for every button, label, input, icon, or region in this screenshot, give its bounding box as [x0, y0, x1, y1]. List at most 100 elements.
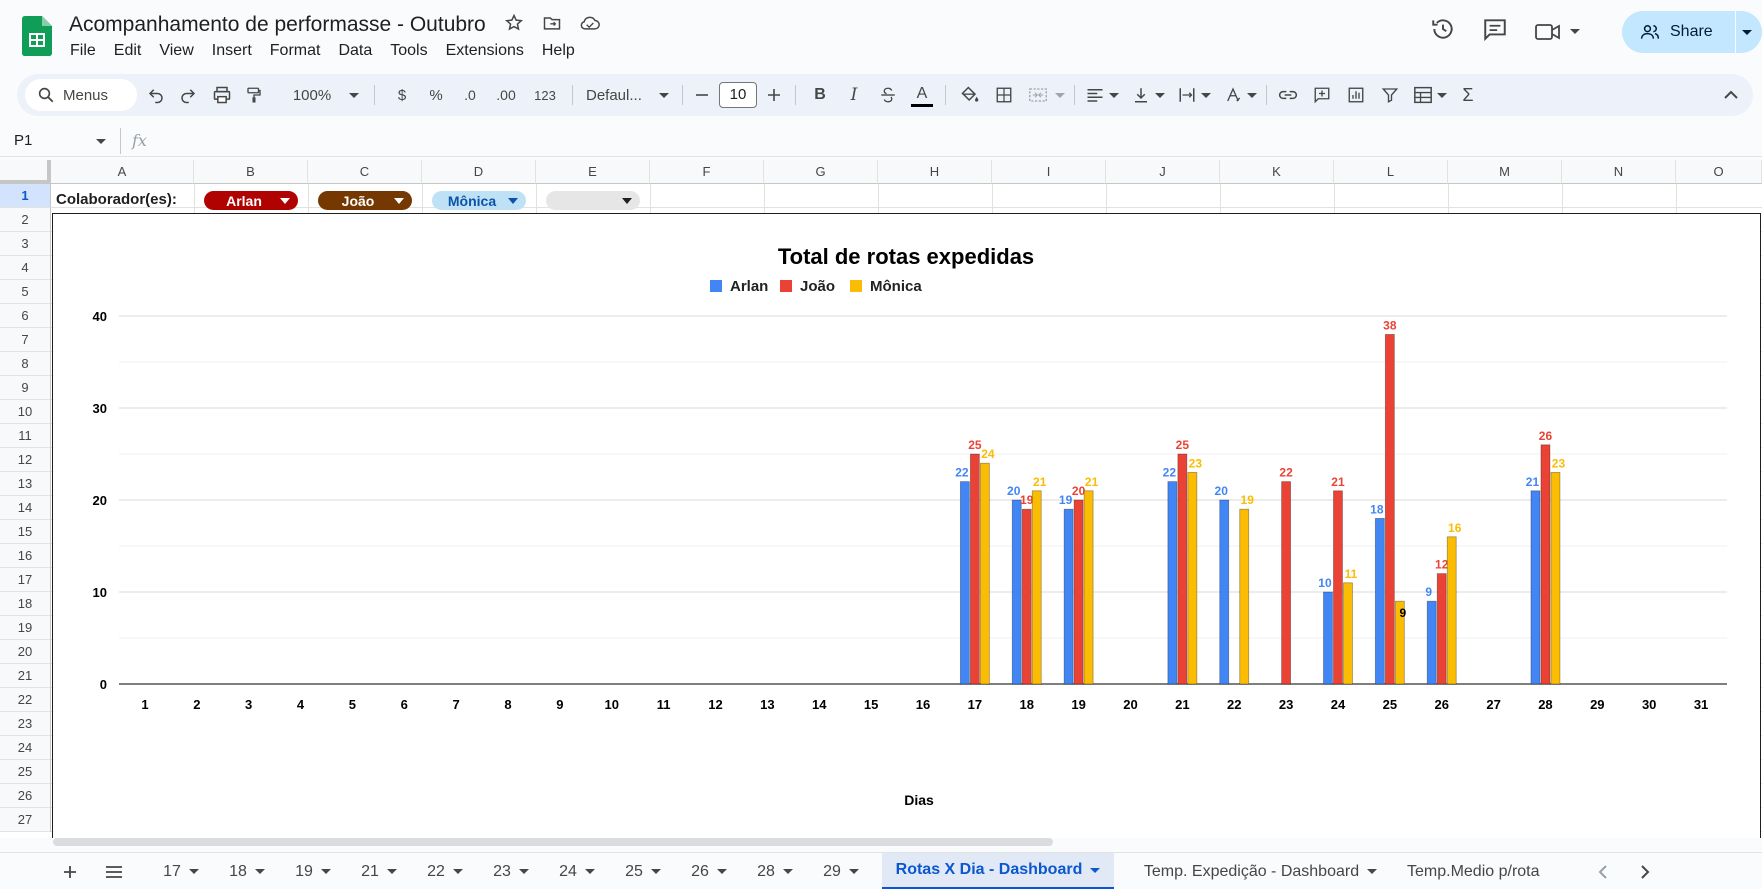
- column-header[interactable]: K: [1220, 160, 1334, 184]
- column-header[interactable]: F: [650, 160, 764, 184]
- sheet-tab[interactable]: 23: [480, 853, 542, 889]
- sheet-tab-menu-icon[interactable]: [1367, 869, 1378, 874]
- row-header[interactable]: 16: [0, 544, 51, 568]
- row-header[interactable]: 7: [0, 328, 51, 352]
- text-wrapping-icon[interactable]: [1173, 74, 1201, 116]
- row-header[interactable]: 10: [0, 400, 51, 424]
- row-header[interactable]: 24: [0, 736, 51, 760]
- menu-insert[interactable]: Insert: [211, 42, 252, 59]
- chip-dropdown-icon[interactable]: [508, 198, 518, 204]
- meet-icon[interactable]: [1534, 20, 1580, 44]
- share-dropdown-icon[interactable]: [1742, 29, 1752, 35]
- sheet-tab[interactable]: 25: [612, 853, 674, 889]
- sheet-tab[interactable]: Temp. Expedição - Dashboard: [1118, 853, 1403, 889]
- insert-comment-icon[interactable]: [1307, 74, 1337, 116]
- sheet-tab-menu-icon[interactable]: [386, 869, 397, 874]
- sheet-tab-menu-icon[interactable]: [1090, 867, 1101, 873]
- align-dropdown-icon[interactable]: [1109, 92, 1119, 98]
- version-history-icon[interactable]: [1430, 16, 1456, 47]
- menu-format[interactable]: Format: [269, 42, 321, 59]
- row-header[interactable]: 21: [0, 664, 51, 688]
- table-view-icon[interactable]: [1409, 74, 1437, 116]
- sheet-tab-menu-icon[interactable]: [584, 869, 595, 874]
- column-header[interactable]: E: [536, 160, 650, 184]
- name-box-dropdown-icon[interactable]: [96, 139, 106, 144]
- insert-chart-icon[interactable]: [1341, 74, 1371, 116]
- sheet-tab[interactable]: 18: [216, 853, 278, 889]
- all-sheets-icon[interactable]: [101, 853, 127, 889]
- column-header[interactable]: D: [422, 160, 536, 184]
- row-header[interactable]: 9: [0, 376, 51, 400]
- column-header[interactable]: O: [1676, 160, 1762, 184]
- bar-chart[interactable]: Total de rotas expedidas Arlan João Mônica…: [53, 214, 1760, 839]
- undo-icon[interactable]: [141, 74, 171, 116]
- column-header[interactable]: M: [1448, 160, 1562, 184]
- collaborator-chip-arlan[interactable]: Arlan: [204, 191, 298, 210]
- sheet-tab[interactable]: 28: [744, 853, 806, 889]
- sheet-tab-menu-icon[interactable]: [848, 869, 859, 874]
- row-header[interactable]: 1: [0, 184, 51, 208]
- row-header[interactable]: 12: [0, 448, 51, 472]
- sheet-tab[interactable]: Temp.Medio p/rota: [1407, 853, 1575, 889]
- sheet-tab[interactable]: Rotas X Dia - Dashboard: [882, 853, 1114, 889]
- horizontal-align-icon[interactable]: [1081, 74, 1109, 116]
- star-icon[interactable]: [503, 12, 525, 34]
- row-header[interactable]: 20: [0, 640, 51, 664]
- currency-format-button[interactable]: $: [397, 86, 407, 104]
- collaborator-chip-empty[interactable]: [546, 191, 640, 210]
- column-header[interactable]: B: [194, 160, 308, 184]
- borders-icon[interactable]: [989, 74, 1019, 116]
- meet-dropdown-icon[interactable]: [1570, 29, 1580, 34]
- bold-button[interactable]: B: [814, 86, 826, 103]
- column-header[interactable]: J: [1106, 160, 1220, 184]
- vertical-align-icon[interactable]: [1127, 74, 1155, 116]
- sheet-tab[interactable]: 17: [150, 853, 212, 889]
- row-header[interactable]: 25: [0, 760, 51, 784]
- row-header[interactable]: 19: [0, 616, 51, 640]
- sheet-tab-menu-icon[interactable]: [320, 869, 331, 874]
- chip-dropdown-icon[interactable]: [280, 198, 290, 204]
- rotation-dropdown-icon[interactable]: [1247, 92, 1257, 98]
- formula-input[interactable]: [0, 156, 1762, 157]
- chip-dropdown-icon[interactable]: [622, 198, 632, 204]
- percent-format-button[interactable]: %: [429, 86, 443, 104]
- merge-cells-icon[interactable]: [1023, 74, 1053, 116]
- table-dropdown-icon[interactable]: [1437, 92, 1447, 98]
- horizontal-scrollbar[interactable]: [53, 838, 1053, 846]
- column-header[interactable]: N: [1562, 160, 1676, 184]
- row-header[interactable]: 23: [0, 712, 51, 736]
- sheet-tab-menu-icon[interactable]: [782, 869, 793, 874]
- search-menus-input[interactable]: Menus: [25, 79, 137, 111]
- menu-edit[interactable]: Edit: [113, 42, 142, 59]
- row-header[interactable]: 11: [0, 424, 51, 448]
- spreadsheet-grid[interactable]: A B C D E F G H I J K L M N O 1 2 3 4 5 6 7 8 9 10 11 12 13 14 15 16 17…: [0, 160, 1762, 838]
- menu-data[interactable]: Data: [338, 42, 373, 59]
- column-header[interactable]: L: [1334, 160, 1448, 184]
- row-header[interactable]: 6: [0, 304, 51, 328]
- increase-font-size-icon[interactable]: [761, 74, 787, 116]
- wrap-dropdown-icon[interactable]: [1201, 92, 1211, 98]
- chart-container[interactable]: Total de rotas expedidas Arlan João Mônica…: [52, 213, 1761, 838]
- column-header[interactable]: A: [51, 160, 194, 184]
- column-header[interactable]: I: [992, 160, 1106, 184]
- increase-decimal-button[interactable]: .00: [496, 87, 516, 103]
- sheet-tab-menu-icon[interactable]: [518, 869, 529, 874]
- scroll-tabs-right-icon[interactable]: [1640, 853, 1654, 889]
- sheet-tab[interactable]: 21: [348, 853, 410, 889]
- print-icon[interactable]: [207, 74, 237, 116]
- sheets-logo-icon[interactable]: [22, 16, 52, 56]
- cloud-saved-icon[interactable]: [579, 12, 601, 34]
- sheet-tab[interactable]: 24: [546, 853, 608, 889]
- row-header[interactable]: 8: [0, 352, 51, 376]
- document-title[interactable]: Acompanhamento de performasse - Outubro: [69, 13, 486, 36]
- collaborator-chip-monica[interactable]: Mônica: [432, 191, 526, 210]
- decrease-font-size-icon[interactable]: [689, 74, 715, 116]
- menu-tools[interactable]: Tools: [390, 42, 428, 59]
- more-formats-button[interactable]: 123: [534, 87, 556, 103]
- text-color-button[interactable]: A: [907, 74, 937, 116]
- valign-dropdown-icon[interactable]: [1155, 92, 1165, 98]
- functions-button[interactable]: Σ: [1462, 84, 1474, 105]
- share-button[interactable]: Share: [1622, 11, 1762, 53]
- sheet-tab-menu-icon[interactable]: [716, 869, 727, 874]
- column-header[interactable]: C: [308, 160, 422, 184]
